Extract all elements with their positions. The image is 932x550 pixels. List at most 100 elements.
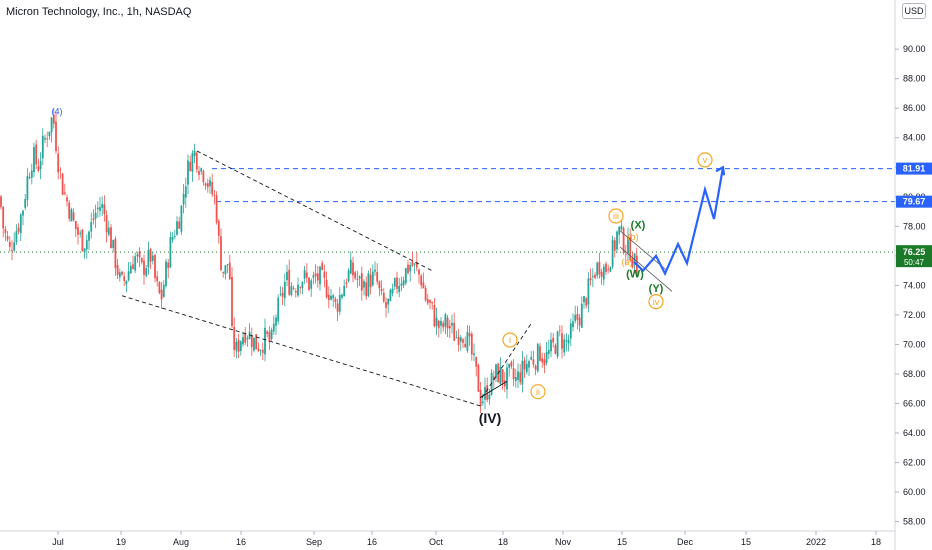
candle-body bbox=[270, 329, 273, 340]
candle-body bbox=[404, 268, 407, 284]
candle-body bbox=[288, 269, 291, 295]
candle-body bbox=[508, 363, 511, 368]
candle-body bbox=[558, 330, 561, 332]
candle-body bbox=[50, 117, 53, 133]
candle-body bbox=[574, 314, 577, 321]
candle-body bbox=[479, 389, 482, 406]
candle-body bbox=[101, 204, 104, 208]
candle-body bbox=[624, 254, 627, 256]
candle-body bbox=[28, 177, 31, 179]
candle-body bbox=[334, 298, 337, 303]
candle-body bbox=[440, 320, 442, 326]
wave-label: (IV) bbox=[479, 410, 502, 426]
candle-body bbox=[488, 394, 491, 400]
candle-body bbox=[512, 368, 515, 379]
x-tick-label: Oct bbox=[429, 537, 444, 547]
currency-button[interactable]: USD bbox=[902, 3, 926, 19]
candle-body bbox=[354, 272, 357, 279]
candle-body bbox=[495, 364, 497, 378]
candle-body bbox=[554, 345, 557, 354]
candle-body bbox=[611, 239, 614, 267]
candle-body bbox=[552, 337, 555, 343]
candle-body bbox=[253, 337, 255, 351]
candlesticks bbox=[0, 108, 638, 414]
candle-body bbox=[420, 275, 423, 286]
candle-body bbox=[237, 339, 240, 352]
candle-body bbox=[503, 380, 506, 387]
wave-label: (Y) bbox=[649, 283, 664, 295]
y-tick-label: 74.00 bbox=[903, 280, 926, 290]
candle-body bbox=[312, 275, 315, 278]
wave-label: ii bbox=[536, 387, 540, 397]
x-tick-label: Sep bbox=[306, 537, 322, 547]
candle-body bbox=[134, 256, 137, 271]
y-tick-label: 72.00 bbox=[903, 310, 926, 320]
candle-body bbox=[191, 153, 194, 172]
x-tick-label: 18 bbox=[871, 537, 881, 547]
candle-body bbox=[374, 269, 376, 272]
candle-body bbox=[605, 263, 607, 272]
candle-body bbox=[576, 313, 579, 320]
candle-body bbox=[72, 212, 75, 221]
candle-body bbox=[396, 277, 398, 289]
x-tick-label: 2022 bbox=[806, 537, 826, 547]
candle-body bbox=[145, 268, 148, 276]
candle-body bbox=[352, 262, 354, 276]
wave-label: v bbox=[703, 155, 708, 165]
candle-body bbox=[462, 339, 464, 343]
candle-body bbox=[598, 261, 601, 275]
candle-body bbox=[30, 170, 33, 178]
trendline bbox=[196, 150, 433, 272]
candle-body bbox=[103, 204, 106, 215]
candle-body bbox=[187, 160, 189, 185]
candle-body bbox=[11, 249, 13, 251]
candle-body bbox=[239, 341, 242, 351]
candle-body bbox=[178, 221, 181, 229]
candle-body bbox=[321, 263, 324, 270]
candle-body bbox=[92, 218, 95, 221]
candle-body bbox=[594, 274, 596, 278]
candle-body bbox=[48, 131, 51, 137]
x-tick-label: Nov bbox=[555, 537, 572, 547]
candle-body bbox=[138, 251, 141, 258]
candle-body bbox=[140, 257, 143, 263]
candle-body bbox=[424, 288, 427, 301]
candle-body bbox=[539, 346, 541, 361]
candle-body bbox=[266, 331, 269, 334]
candle-body bbox=[618, 226, 621, 235]
y-tick-label: 88.00 bbox=[903, 74, 926, 84]
candle-body bbox=[162, 284, 165, 297]
candle-body bbox=[398, 285, 401, 293]
candle-body bbox=[600, 271, 603, 277]
candle-body bbox=[294, 291, 297, 293]
candle-body bbox=[367, 273, 370, 296]
candle-body bbox=[338, 295, 341, 312]
candle-body bbox=[55, 121, 57, 152]
candle-body bbox=[116, 265, 119, 275]
candle-body bbox=[387, 298, 390, 305]
candle-body bbox=[206, 183, 209, 188]
candle-body bbox=[407, 264, 409, 274]
candle-body bbox=[308, 277, 310, 290]
y-tick-label: 62.00 bbox=[903, 458, 926, 468]
candle-body bbox=[193, 150, 196, 156]
candle-body bbox=[631, 258, 634, 268]
candle-body bbox=[591, 275, 594, 277]
candle-body bbox=[171, 237, 174, 240]
candle-body bbox=[277, 297, 280, 322]
wave-label: (X) bbox=[631, 220, 646, 232]
candle-body bbox=[569, 323, 572, 339]
candle-body bbox=[154, 255, 156, 279]
candle-body bbox=[622, 227, 625, 253]
candle-body bbox=[563, 339, 566, 353]
candle-body bbox=[550, 339, 552, 352]
candle-body bbox=[323, 271, 326, 278]
candle-body bbox=[486, 385, 489, 400]
candle-body bbox=[484, 386, 486, 400]
candle-body bbox=[182, 193, 185, 205]
candle-body bbox=[292, 287, 295, 289]
candle-body bbox=[499, 366, 502, 385]
candle-body bbox=[217, 220, 220, 236]
candle-body bbox=[585, 298, 588, 306]
